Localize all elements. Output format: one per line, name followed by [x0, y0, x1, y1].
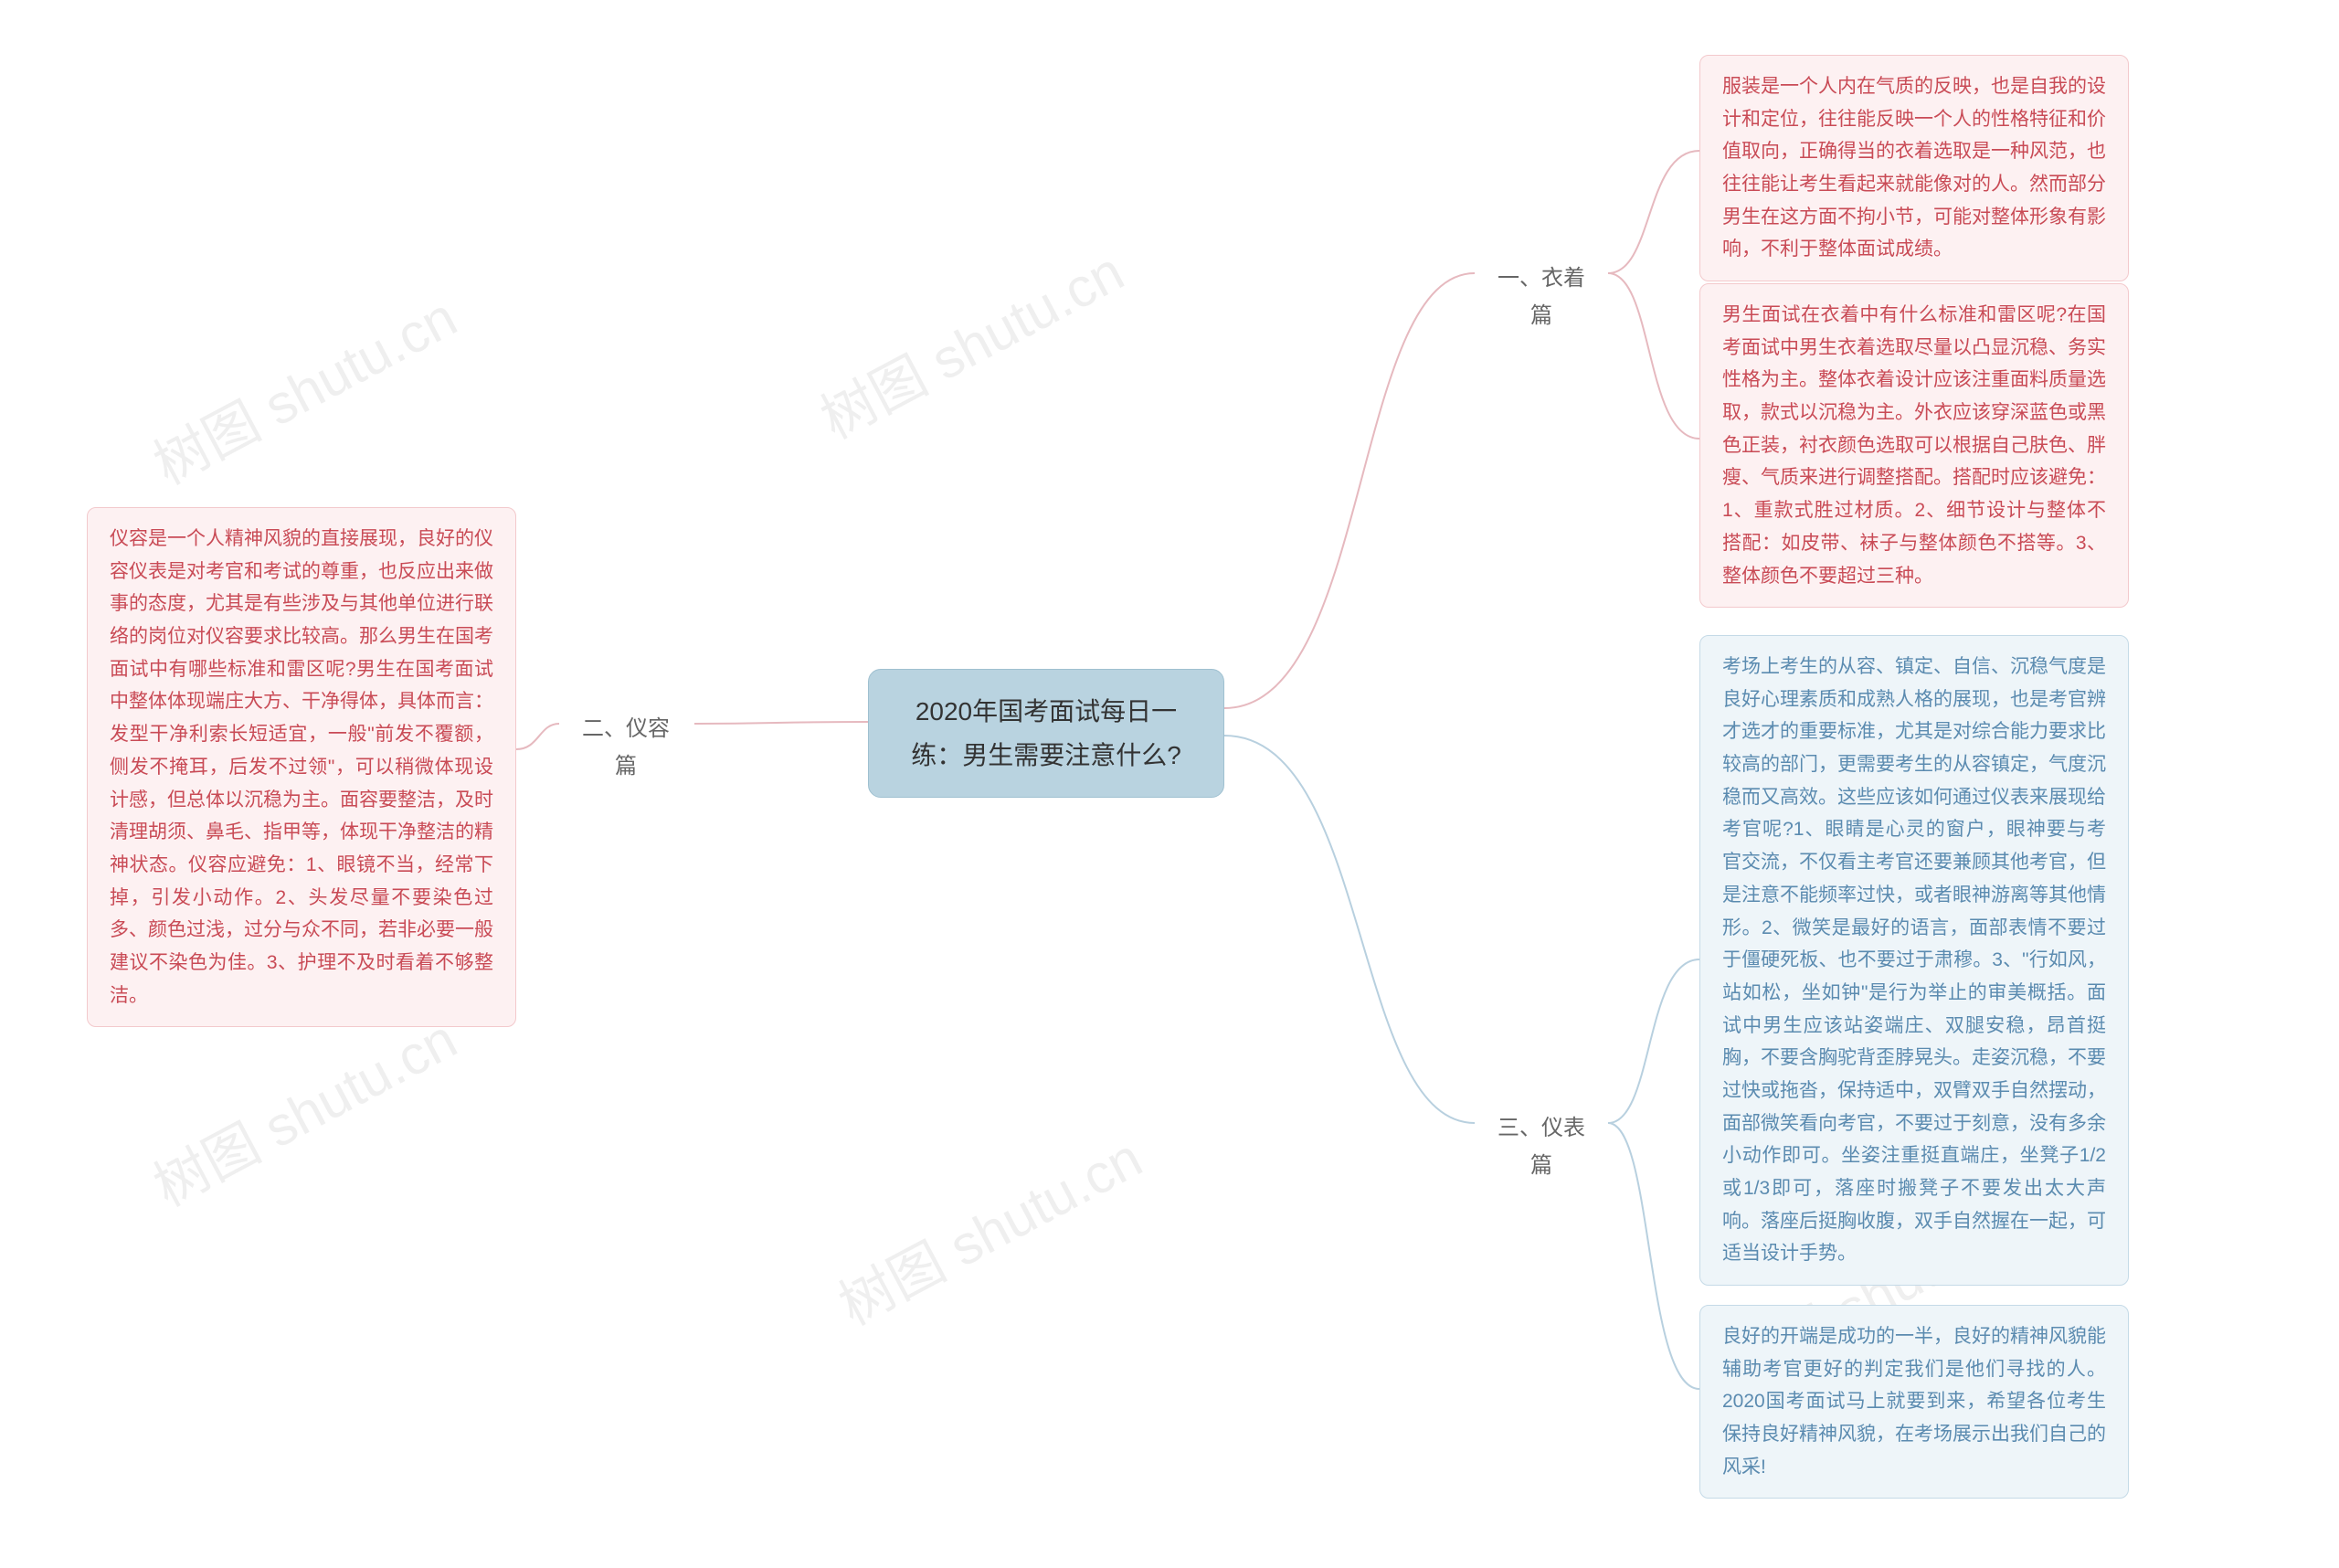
watermark: 树图 shutu.cn: [823, 1115, 1154, 1340]
connector-root-yibiao: [1224, 736, 1475, 1123]
leaf-yizhuo-2[interactable]: 男生面试在衣着中有什么标准和雷区呢?在国考面试中男生衣着选取尽量以凸显沉稳、务实…: [1699, 283, 2129, 608]
connector-root-yizhuo: [1224, 273, 1475, 708]
mindmap-root[interactable]: 2020年国考面试每日一练：男生需要注意什么?: [868, 669, 1224, 798]
leaf-yibiao-1[interactable]: 考场上考生的从容、镇定、自信、沉稳气度是良好心理素质和成熟人格的展现，也是考官辨…: [1699, 635, 2129, 1286]
watermark: 树图 shutu.cn: [138, 996, 469, 1222]
branch-label-yizhuo[interactable]: 一、衣着篇: [1475, 251, 1608, 344]
branch-label-yirong[interactable]: 二、仪容篇: [559, 702, 693, 795]
connector-yizhuo-leaf2: [1608, 273, 1699, 439]
branch-label-yibiao[interactable]: 三、仪表篇: [1475, 1101, 1608, 1194]
connector-yizhuo-leaf1: [1608, 151, 1699, 273]
connector-yibiao-leaf1: [1608, 959, 1699, 1123]
leaf-yizhuo-1[interactable]: 服装是一个人内在气质的反映，也是自我的设计和定位，往往能反映一个人的性格特征和价…: [1699, 55, 2129, 281]
watermark: 树图 shutu.cn: [805, 228, 1136, 454]
watermark: 树图 shutu.cn: [138, 274, 469, 500]
leaf-yibiao-2[interactable]: 良好的开端是成功的一半，良好的精神风貌能辅助考官更好的判定我们是他们寻找的人。2…: [1699, 1305, 2129, 1499]
connector-yirong-leaf1: [516, 724, 559, 749]
connector-yibiao-leaf2: [1608, 1123, 1699, 1389]
leaf-yirong-1[interactable]: 仪容是一个人精神风貌的直接展现，良好的仪容仪表是对考官和考试的尊重，也反应出来做…: [87, 507, 516, 1027]
connector-root-yirong: [694, 722, 868, 724]
